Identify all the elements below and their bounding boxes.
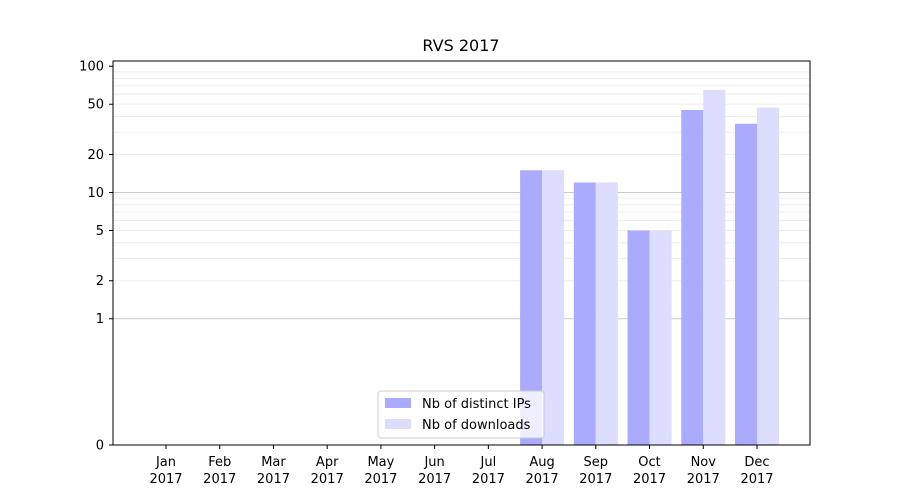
bar-distinct-ips-aug	[520, 170, 543, 445]
y-tick-label: 0	[96, 439, 104, 454]
legend-swatch-distinct-ips	[385, 398, 411, 408]
legend: Nb of distinct IPs Nb of downloads	[377, 390, 545, 439]
x-tick-label-year: 2017	[687, 472, 720, 487]
x-tick-label-month: Jul	[480, 455, 497, 470]
x-tick-label-year: 2017	[257, 472, 290, 487]
x-tick-label-year: 2017	[149, 472, 182, 487]
x-tick-label-month: Apr	[316, 455, 339, 470]
x-tick-label-month: Oct	[638, 455, 660, 470]
x-tick-label-month: Sep	[584, 455, 609, 470]
bar-distinct-ips-oct	[627, 230, 650, 445]
bar-distinct-ips-sep	[573, 182, 596, 445]
y-tick-label: 5	[96, 224, 104, 239]
bar-downloads-oct	[649, 230, 672, 445]
x-tick-label-year: 2017	[364, 472, 397, 487]
y-tick-label: 20	[87, 148, 104, 163]
y-tick-label: 2	[96, 274, 104, 289]
x-tick-label-month: Nov	[691, 455, 717, 470]
y-tick-label: 1	[96, 312, 104, 327]
y-tick-label: 50	[87, 98, 104, 113]
x-tick-label-year: 2017	[311, 472, 344, 487]
y-axis: 0 1 2 5 10 20 50 100	[79, 60, 113, 454]
plot-frame	[112, 60, 811, 446]
x-tick-label-month: Feb	[208, 455, 231, 470]
bars	[520, 89, 779, 446]
legend-label-downloads: Nb of downloads	[422, 418, 531, 433]
x-tick-label-year: 2017	[633, 472, 666, 487]
x-tick-label-year: 2017	[472, 472, 505, 487]
x-tick-label-year: 2017	[203, 472, 236, 487]
x-tick-label-year: 2017	[526, 472, 559, 487]
legend-label-distinct-ips: Nb of distinct IPs	[422, 397, 531, 412]
x-tick-label-month: Jan	[155, 455, 176, 470]
bar-downloads-sep	[595, 182, 618, 445]
x-tick-label-month: May	[367, 455, 394, 470]
x-tick-label-month: Mar	[261, 455, 286, 470]
bar-downloads-nov	[703, 89, 726, 446]
x-tick-label-month: Dec	[744, 455, 769, 470]
bar-downloads-aug	[542, 170, 565, 445]
x-tick-label-month: Jun	[423, 455, 444, 470]
legend-box	[377, 390, 545, 439]
bar-distinct-ips-dec	[735, 123, 757, 445]
legend-swatch-downloads	[385, 419, 411, 429]
x-tick-label-year: 2017	[418, 472, 451, 487]
chart-title: RVS 2017	[422, 36, 499, 55]
bar-distinct-ips-nov	[681, 110, 704, 445]
y-tick-label: 10	[87, 186, 104, 201]
x-axis: Jan 2017 Feb 2017 Mar 2017 Apr 2017 May 2017 Jun 20…	[149, 445, 774, 487]
x-tick-label-month: Aug	[529, 455, 554, 470]
x-tick-label-year: 2017	[579, 472, 612, 487]
y-tick-label: 100	[79, 60, 104, 75]
x-tick-label-year: 2017	[740, 472, 773, 487]
bar-downloads-dec	[757, 107, 779, 445]
